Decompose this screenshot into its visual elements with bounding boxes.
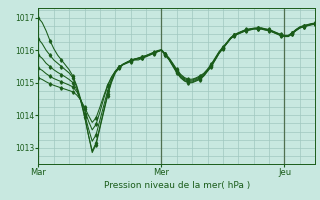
X-axis label: Pression niveau de la mer( hPa ): Pression niveau de la mer( hPa ) (104, 181, 250, 190)
